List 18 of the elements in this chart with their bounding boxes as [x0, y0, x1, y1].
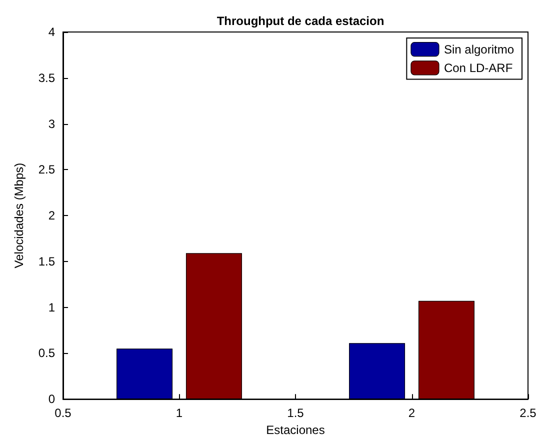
y-tick-label: 2: [48, 208, 56, 223]
y-tick-label: 0.5: [38, 346, 56, 360]
x-axis-title: Estaciones: [266, 423, 325, 437]
x-tick-label: 1.5: [287, 406, 304, 420]
x-tick-label: 1: [176, 406, 183, 420]
y-tick-label: 0: [48, 392, 56, 406]
x-tick-label: 2: [408, 406, 416, 420]
y-tick-label: 1.5: [38, 254, 56, 268]
legend-label: Sin algoritmo: [444, 42, 514, 56]
x-tick-label: 2.5: [520, 406, 537, 420]
y-axis-title: Velocidades (Mbps): [12, 162, 26, 268]
chart-title: Throughput de cada estacion: [216, 14, 384, 28]
y-tick-label: 3.5: [38, 70, 56, 85]
y-tick-label: 4: [48, 25, 56, 39]
legend-label: Con LD-ARF: [444, 60, 513, 75]
y-tick-label: 3: [48, 116, 56, 131]
y-tick-label: 1: [48, 300, 56, 314]
y-tick-label: 2.5: [38, 162, 56, 177]
